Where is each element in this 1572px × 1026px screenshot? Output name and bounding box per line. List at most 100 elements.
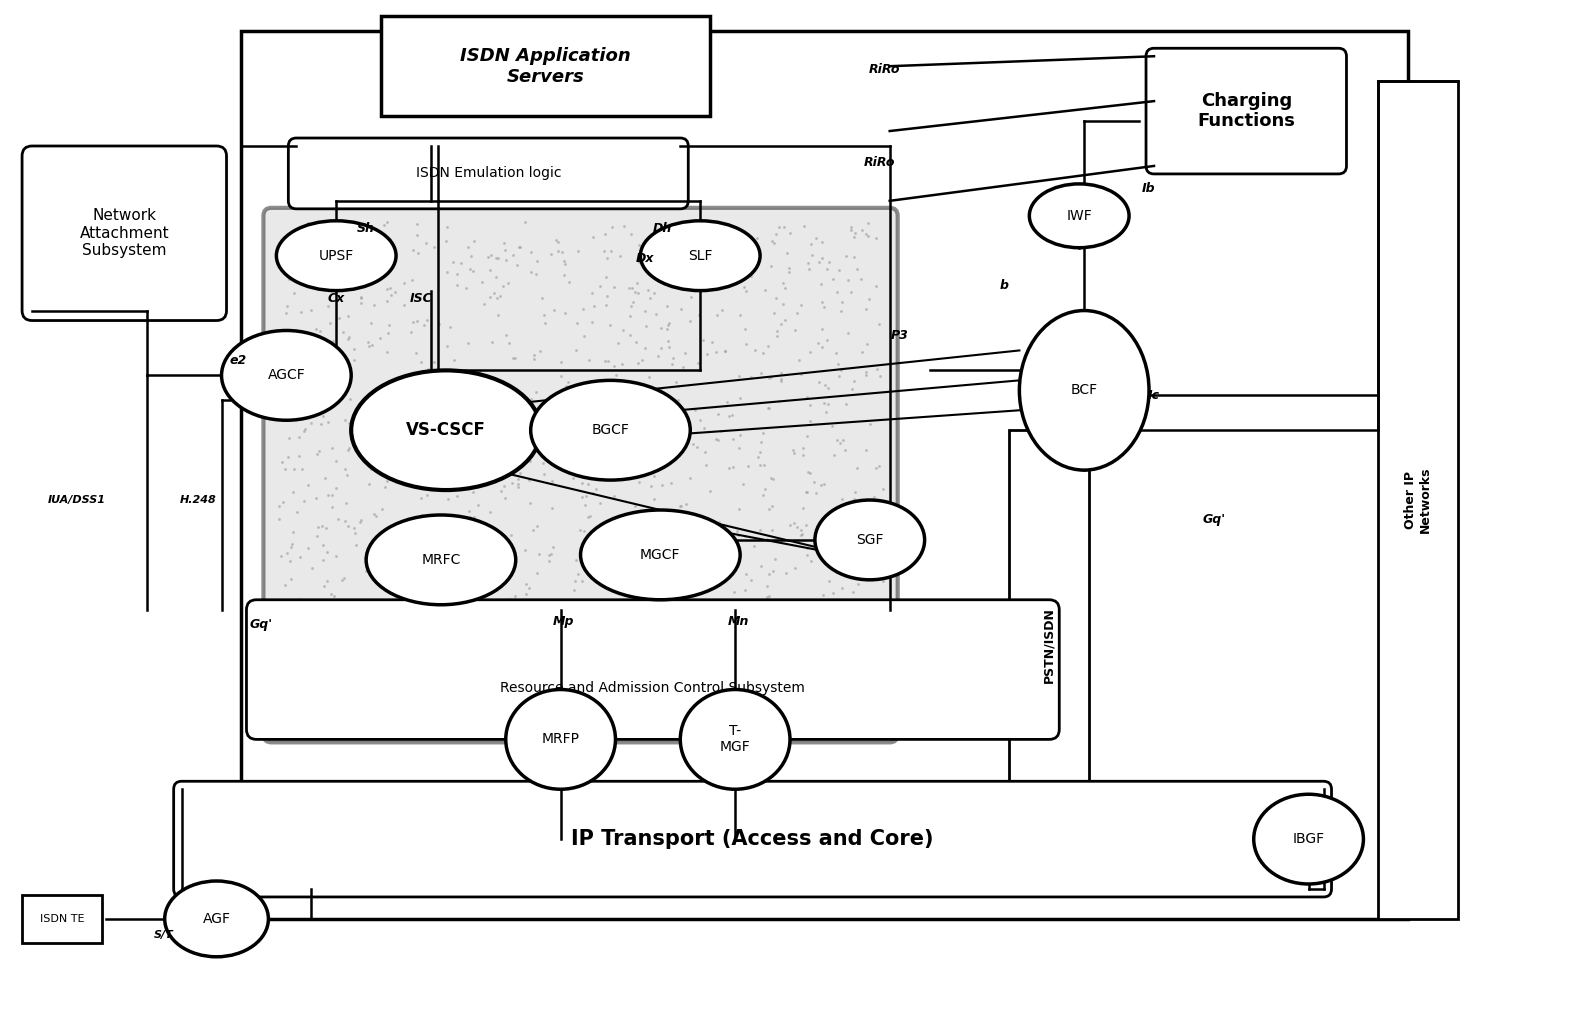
Point (467, 587, 492, 603)
Point (362, 231, 387, 247)
Point (601, 357, 626, 373)
Point (415, 361, 440, 378)
Point (393, 617, 418, 633)
Text: Mp: Mp (553, 616, 574, 628)
Point (362, 668, 387, 684)
Point (475, 459, 500, 475)
Point (415, 640, 440, 657)
Text: SGF: SGF (857, 532, 883, 547)
Point (635, 586, 660, 602)
Point (274, 305, 299, 321)
Point (704, 307, 729, 323)
Point (593, 353, 618, 369)
Point (624, 713, 649, 729)
Point (552, 255, 577, 272)
Point (854, 301, 879, 317)
Point (835, 509, 860, 525)
Point (634, 667, 659, 683)
Point (349, 295, 374, 312)
Point (399, 605, 424, 622)
Point (824, 705, 849, 721)
Ellipse shape (277, 221, 396, 290)
Point (478, 504, 503, 520)
Point (781, 655, 806, 671)
Point (788, 615, 813, 631)
Point (281, 285, 307, 302)
Point (832, 699, 857, 715)
Point (660, 350, 685, 366)
Point (354, 562, 379, 579)
Bar (1009, 430, 1089, 859)
Point (706, 544, 731, 560)
Point (582, 566, 607, 583)
Point (791, 439, 816, 456)
Point (429, 666, 454, 682)
Point (733, 321, 758, 338)
Point (610, 471, 635, 487)
Point (428, 315, 453, 331)
Point (362, 297, 387, 313)
Point (421, 431, 446, 447)
Point (791, 218, 816, 234)
Ellipse shape (366, 515, 516, 604)
Point (299, 302, 324, 318)
Point (288, 702, 313, 718)
Point (821, 585, 846, 601)
Point (695, 562, 720, 579)
Point (698, 687, 723, 704)
Point (404, 227, 429, 243)
Point (728, 389, 753, 405)
Point (523, 384, 549, 400)
Point (291, 492, 316, 509)
Text: e2: e2 (230, 354, 247, 367)
Point (286, 591, 311, 607)
Point (728, 427, 753, 443)
Point (758, 258, 783, 274)
Point (720, 430, 745, 446)
Point (314, 574, 340, 590)
Point (668, 498, 693, 514)
Point (395, 448, 420, 465)
Point (481, 458, 506, 474)
Point (619, 226, 645, 242)
Point (747, 444, 772, 461)
Point (523, 518, 549, 535)
Point (374, 293, 399, 310)
Point (506, 479, 531, 496)
Point (681, 705, 706, 721)
Point (508, 239, 533, 255)
Point (360, 672, 385, 688)
Point (668, 561, 693, 578)
Point (363, 245, 388, 262)
Point (406, 614, 431, 630)
Point (275, 545, 300, 561)
Point (641, 491, 667, 508)
Point (863, 498, 888, 514)
Point (292, 423, 318, 439)
Point (687, 411, 712, 428)
Point (380, 553, 406, 569)
Point (357, 476, 382, 492)
Point (599, 699, 624, 715)
Point (355, 334, 380, 351)
Point (333, 223, 358, 239)
Point (773, 564, 799, 581)
Point (470, 667, 495, 683)
Point (445, 277, 470, 293)
Point (423, 638, 448, 655)
Point (844, 633, 869, 649)
Point (512, 213, 538, 230)
Point (855, 215, 880, 232)
Point (615, 670, 640, 686)
Point (575, 379, 601, 395)
Point (428, 684, 453, 701)
Point (332, 225, 357, 241)
Point (583, 559, 608, 576)
Point (569, 401, 594, 418)
Point (778, 635, 803, 652)
Point (272, 645, 297, 662)
Point (277, 402, 302, 419)
Point (640, 540, 665, 556)
Point (707, 514, 733, 530)
Point (612, 583, 637, 599)
